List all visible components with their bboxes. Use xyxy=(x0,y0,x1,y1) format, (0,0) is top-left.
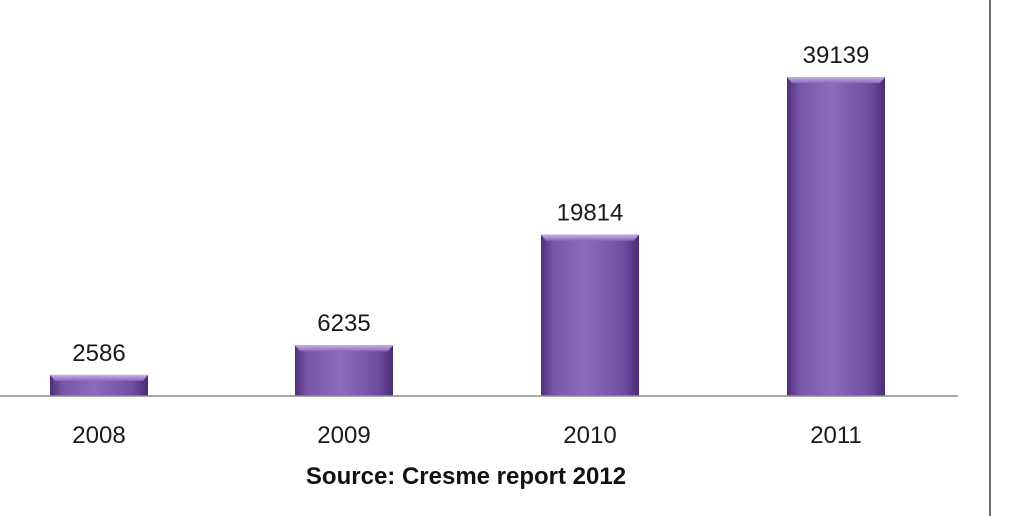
x-tick-label-2008: 2008 xyxy=(72,422,125,449)
bar-cap xyxy=(50,374,148,381)
bar-2008 xyxy=(50,374,148,396)
bar-cap xyxy=(541,234,639,241)
data-label-2009: 6235 xyxy=(317,310,370,337)
data-label-2008: 2586 xyxy=(72,340,125,367)
bar-body xyxy=(787,77,885,396)
bar-body xyxy=(541,234,639,396)
bar-2011 xyxy=(787,77,885,396)
source-label: Source: Cresme report 2012 xyxy=(306,463,626,490)
data-labels-layer: 2586 6235 19814 39139 xyxy=(72,42,869,367)
bar-2009 xyxy=(295,345,393,396)
x-tick-label-2010: 2010 xyxy=(563,422,616,449)
data-label-2011: 39139 xyxy=(803,42,870,69)
x-tick-label-2009: 2009 xyxy=(317,422,370,449)
x-tick-label-2011: 2011 xyxy=(810,422,862,449)
x-tick-labels: 2008 2009 2010 2011 xyxy=(72,422,862,449)
bars-layer xyxy=(50,77,885,396)
bar-body xyxy=(295,345,393,396)
bar-cap xyxy=(787,77,885,84)
bar-2010 xyxy=(541,234,639,396)
data-label-2010: 19814 xyxy=(557,200,624,227)
bar-cap xyxy=(295,345,393,352)
